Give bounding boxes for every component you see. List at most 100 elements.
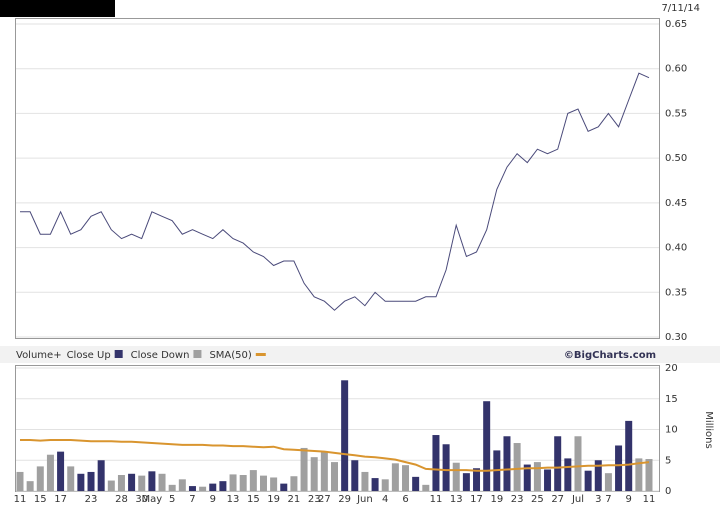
volume-bar (625, 420, 633, 491)
volume-bar (452, 462, 460, 491)
x-tick-label: 25 (531, 494, 544, 505)
volume-bar (320, 451, 328, 491)
y-tick-label: 0 (665, 486, 671, 497)
volume-bar (513, 443, 521, 491)
volume-bar (107, 480, 115, 491)
y-tick-label: 0.60 (665, 64, 687, 75)
volume-bar (239, 475, 247, 491)
price-frame (15, 18, 660, 339)
legend-swatch (193, 350, 202, 358)
volume-bar (503, 436, 511, 491)
volume-bar (604, 473, 612, 491)
volume-bar (351, 460, 359, 491)
watermark: ©BigCharts.com (564, 350, 656, 361)
legend-swatch (114, 350, 123, 358)
volume-bar (128, 473, 136, 491)
legend-swatch (255, 353, 266, 356)
legend-label: Close Down (131, 350, 190, 361)
x-tick-label: 13 (227, 494, 240, 505)
volume-bar (584, 470, 592, 491)
volume-bar (67, 466, 75, 491)
volume-bar (462, 473, 470, 491)
volume-bar (158, 473, 166, 491)
x-tick-label: 17 (470, 494, 483, 505)
legend-label: Close Up (67, 350, 111, 361)
x-tick-label: 4 (382, 494, 388, 505)
x-tick-label: 11 (430, 494, 443, 505)
x-tick-label: Jun (356, 494, 373, 505)
x-tick-label: 29 (338, 494, 351, 505)
volume-bar (290, 476, 298, 491)
x-tick-label: 9 (210, 494, 216, 505)
volume-bar (564, 458, 572, 491)
volume-bar (645, 459, 653, 491)
x-tick-label: 30 (135, 494, 148, 505)
volume-bar (483, 401, 491, 491)
x-tick-label: 21 (288, 494, 301, 505)
y-tick-label: 0.45 (665, 198, 687, 209)
volume-bar (554, 436, 562, 491)
legend-label: SMA(50) (209, 350, 251, 361)
y-tick-label: 0.30 (665, 332, 687, 343)
volume-bar (615, 445, 623, 491)
volume-bar (117, 475, 125, 491)
volume-bar (36, 466, 44, 491)
x-tick-label: 7 (605, 494, 611, 505)
x-tick-label: 13 (450, 494, 463, 505)
legend-title: Volume+ (16, 350, 62, 361)
x-tick-label: 6 (402, 494, 408, 505)
y-tick-label: 0.55 (665, 108, 687, 119)
y-axis-title: Millions (703, 411, 714, 448)
volume-bar (57, 451, 65, 491)
volume-bar (138, 475, 146, 491)
volume-bar (473, 468, 481, 491)
volume-bar (402, 465, 410, 491)
volume-bar (371, 478, 379, 491)
x-tick-label: 23 (85, 494, 98, 505)
y-tick-label: 10 (665, 425, 678, 436)
x-tick-label: 7 (189, 494, 195, 505)
volume-bar (361, 471, 369, 491)
volume-bar (199, 486, 207, 491)
x-tick-label: 11 (643, 494, 656, 505)
volume-bar (331, 462, 338, 491)
volume-bar (188, 486, 196, 491)
volume-bar (178, 479, 186, 491)
volume-bar (422, 484, 430, 491)
x-tick-label: 5 (169, 494, 175, 505)
x-tick-label: 27 (318, 494, 331, 505)
volume-bar (259, 475, 267, 491)
volume-bar (533, 462, 541, 491)
x-tick-label: 11 (14, 494, 27, 505)
x-tick-label: 15 (247, 494, 260, 505)
volume-bar (635, 458, 643, 491)
x-tick-label: 3 (595, 494, 601, 505)
x-tick-label: 23 (511, 494, 524, 505)
volume-bar (46, 454, 54, 491)
volume-bar (229, 474, 237, 491)
volume-bar (412, 476, 420, 491)
volume-bar (16, 471, 24, 491)
volume-bar (168, 484, 176, 491)
volume-bar (219, 481, 227, 491)
legend-strip (0, 346, 720, 363)
x-tick-label: 15 (34, 494, 47, 505)
y-tick-label: 15 (665, 394, 678, 405)
x-tick-label: May (142, 494, 163, 505)
volume-bar (442, 444, 450, 491)
x-tick-label: 19 (490, 494, 503, 505)
volume-bar (97, 460, 105, 491)
volume-bar (87, 471, 95, 491)
price-line (20, 72, 650, 311)
volume-bar (148, 471, 156, 491)
x-tick-label: 27 (551, 494, 564, 505)
y-tick-label: 0.50 (665, 153, 687, 164)
volume-bar (544, 469, 552, 491)
date: 7/11/14 (661, 3, 700, 14)
volume-bar (432, 435, 440, 491)
sma-line (20, 439, 650, 472)
y-tick-label: 0.40 (665, 243, 687, 254)
x-tick-label: Jul (571, 494, 584, 505)
volume-bar (300, 447, 308, 491)
